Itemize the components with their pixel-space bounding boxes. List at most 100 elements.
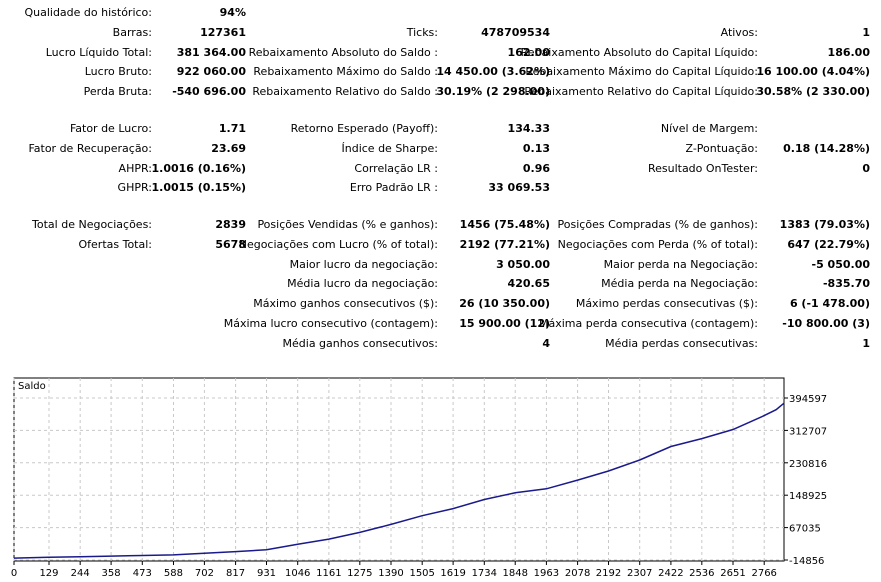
stat-label: Posições Vendidas (% e ganhos): xyxy=(257,218,438,231)
stat-value: 4 xyxy=(542,336,550,350)
stat-value: 3 050.00 xyxy=(496,257,550,271)
x-tick-label: 1046 xyxy=(285,568,310,579)
stat-value: 33 069.53 xyxy=(488,181,550,195)
y-tick-label: 394597 xyxy=(789,394,827,405)
x-tick-label: 931 xyxy=(257,568,276,579)
stat-label: Rebaixamento Relativo do Capital Líquido… xyxy=(524,85,758,99)
x-tick-label: 702 xyxy=(195,568,214,579)
balance-series-line xyxy=(13,402,785,559)
stat-value: 0.13 xyxy=(522,141,550,155)
stat-label: Posições Compradas (% de ganhos): xyxy=(557,218,758,231)
stat-label: Fator de Recuperação: xyxy=(28,141,152,155)
stat-label: Ofertas Total: xyxy=(78,237,153,251)
stat-label: Negociações com Perda (% of total): xyxy=(557,237,758,251)
stat-value: 1383 (79.03%) xyxy=(779,218,870,231)
stat-label: Rebaixamento Máximo do Capital Líquido: xyxy=(525,65,758,79)
stat-value: 23.69 xyxy=(211,141,246,155)
stat-value: -10 800.00 (3) xyxy=(782,317,870,330)
stat-label: Rebaixamento Absoluto do Saldo : xyxy=(248,45,438,59)
stat-label: Lucro Líquido Total: xyxy=(45,45,152,59)
stat-label: Máxima lucro consecutivo (contagem): xyxy=(223,317,438,330)
stat-label: Rebaixamento Relativo do Saldo : xyxy=(252,85,438,99)
stat-value: 420.65 xyxy=(507,277,550,291)
x-tick-label: 358 xyxy=(102,568,121,579)
stat-label: Rebaixamento Máximo do Saldo : xyxy=(253,65,438,79)
stat-label: Ticks: xyxy=(406,25,438,39)
stat-value: 26 (10 350.00) xyxy=(459,297,550,311)
y-tick-label: 230816 xyxy=(789,459,827,470)
stat-label: GHPR: xyxy=(117,181,152,195)
stat-label: Máxima perda consecutiva (contagem): xyxy=(539,317,758,330)
x-tick-label: 2422 xyxy=(658,568,683,579)
stat-value: 162.00 xyxy=(507,45,550,59)
stat-label: Maior perda na Negociação: xyxy=(603,257,758,271)
stat-label: Erro Padrão LR : xyxy=(349,181,438,195)
stat-label: Resultado OnTester: xyxy=(647,161,758,175)
stat-value: 30.19% (2 298.00) xyxy=(436,85,550,99)
x-tick-label: 1734 xyxy=(472,568,497,579)
x-tick-label: 1848 xyxy=(502,568,527,579)
stat-value: 478709534 xyxy=(481,25,550,39)
stat-label: Lucro Bruto: xyxy=(84,65,152,79)
stat-value: 14 450.00 (3.62%) xyxy=(436,65,550,79)
stat-label: Máximo perdas consecutivas ($): xyxy=(575,297,758,311)
x-tick-label: 2078 xyxy=(565,568,590,579)
x-tick-label: 1505 xyxy=(409,568,434,579)
x-tick-label: 2766 xyxy=(751,568,776,579)
stat-value: 15 900.00 (12) xyxy=(459,317,550,330)
stat-label: Qualidade do histórico: xyxy=(24,6,152,19)
stat-label: Fator de Lucro: xyxy=(69,122,152,135)
x-tick-label: 817 xyxy=(226,568,245,579)
x-tick-label: 588 xyxy=(164,568,183,579)
stat-label: AHPR: xyxy=(118,161,152,175)
stat-label: Média perdas consecutivas: xyxy=(605,336,758,350)
stat-label: Média lucro da negociação: xyxy=(287,277,438,291)
stat-value: 1.0015 (0.15%) xyxy=(151,181,247,195)
stat-label: Média perda na Negociação: xyxy=(601,277,758,291)
stat-value: 2192 (77.21%) xyxy=(459,237,550,251)
y-tick-label: 67035 xyxy=(789,524,821,535)
stat-value: 30.58% (2 330.00) xyxy=(756,85,870,99)
stat-value: -5 050.00 xyxy=(811,257,871,271)
stat-label: Máximo ganhos consecutivos ($): xyxy=(253,297,438,311)
x-tick-label: 2192 xyxy=(596,568,621,579)
stat-value: 1456 (75.48%) xyxy=(459,218,550,231)
balance-chart: Saldo 0 129 244 358 473 588 702 817 931 1046 1161 12… xyxy=(0,376,881,579)
stat-value: 6 (-1 478.00) xyxy=(789,297,870,311)
y-tick-label: -14856 xyxy=(789,556,824,567)
stat-value: 2839 xyxy=(215,218,246,231)
report-statistics: Qualidade do histórico: 94% Barras: 127361 T… xyxy=(24,6,871,350)
stat-label: Perda Bruta: xyxy=(83,85,152,99)
chart-title: Saldo xyxy=(18,381,46,392)
stat-value: 186.00 xyxy=(827,45,870,59)
stat-value: 1 xyxy=(862,25,870,39)
x-tick-label: 1390 xyxy=(378,568,403,579)
y-tick-label: 312707 xyxy=(789,426,827,437)
stat-value: 134.33 xyxy=(507,122,550,135)
stat-value: 94% xyxy=(219,6,246,19)
y-tick-label: 148925 xyxy=(789,491,827,502)
x-tick-label: 473 xyxy=(133,568,152,579)
x-tick-label: 0 xyxy=(11,568,17,579)
stat-value: -540 696.00 xyxy=(172,85,246,99)
x-tick-label: 244 xyxy=(71,568,90,579)
stat-label: Nível de Margem: xyxy=(660,122,758,135)
stat-value: 0.18 (14.28%) xyxy=(783,141,870,155)
balance-chart-svg: Saldo 0 129 244 358 473 588 702 817 931 1046 1161 12… xyxy=(11,377,827,579)
stat-label: Maior lucro da negociação: xyxy=(289,257,438,271)
stat-label: Barras: xyxy=(112,25,152,39)
stat-label: Z-Pontuação: xyxy=(685,141,758,155)
x-tick-label: 1619 xyxy=(440,568,465,579)
x-tick-label: 1161 xyxy=(316,568,341,579)
stat-value: 1 xyxy=(862,336,870,350)
stat-label: Total de Negociações: xyxy=(32,218,152,231)
stat-value: -835.70 xyxy=(822,277,870,291)
stat-label: Ativos: xyxy=(720,25,758,39)
stat-value: 1.0016 (0.16%) xyxy=(151,161,247,175)
stat-label: Média ganhos consecutivos: xyxy=(282,336,438,350)
stat-label: Rebaixamento Absoluto do Capital Líquido… xyxy=(520,45,758,59)
stat-label: Correlação LR : xyxy=(354,161,438,175)
stat-value: 381 364.00 xyxy=(176,45,246,59)
stat-label: Negociações com Lucro (% of total): xyxy=(238,237,438,251)
stat-value: 0.96 xyxy=(522,161,550,175)
